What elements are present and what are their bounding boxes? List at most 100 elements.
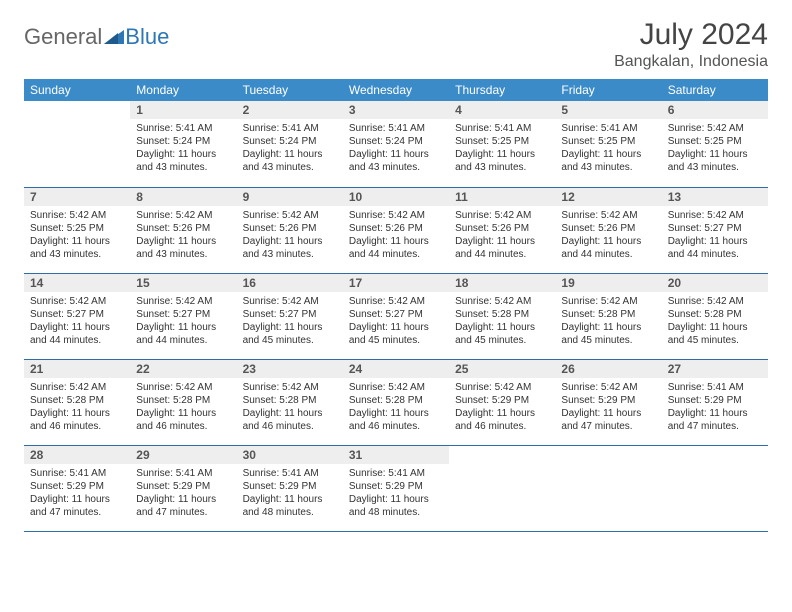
day-body: Sunrise: 5:41 AMSunset: 5:29 PMDaylight:… [237,464,343,523]
day-number: 3 [343,101,449,119]
day-body: Sunrise: 5:41 AMSunset: 5:29 PMDaylight:… [24,464,130,523]
day-body: Sunrise: 5:42 AMSunset: 5:28 PMDaylight:… [343,378,449,437]
day-info-line: Sunrise: 5:41 AM [349,122,443,135]
day-info-line: Sunrise: 5:42 AM [561,381,655,394]
day-info-line: Sunset: 5:26 PM [349,222,443,235]
calendar-day-cell: 28Sunrise: 5:41 AMSunset: 5:29 PMDayligh… [24,445,130,531]
day-number: 7 [24,188,130,206]
day-number: 6 [662,101,768,119]
day-info-line: Daylight: 11 hours [30,493,124,506]
calendar-week-row: 14Sunrise: 5:42 AMSunset: 5:27 PMDayligh… [24,273,768,359]
day-number: 16 [237,274,343,292]
calendar-week-row: 28Sunrise: 5:41 AMSunset: 5:29 PMDayligh… [24,445,768,531]
day-number: 9 [237,188,343,206]
day-info-line: Daylight: 11 hours [561,407,655,420]
calendar-day-cell: 29Sunrise: 5:41 AMSunset: 5:29 PMDayligh… [130,445,236,531]
day-info-line: Sunrise: 5:42 AM [136,381,230,394]
day-number: 26 [555,360,661,378]
day-info-line: Daylight: 11 hours [136,321,230,334]
calendar-day-cell: 18Sunrise: 5:42 AMSunset: 5:28 PMDayligh… [449,273,555,359]
day-info-line: Sunrise: 5:42 AM [668,209,762,222]
calendar-day-cell [662,445,768,531]
day-info-line: and 44 minutes. [30,334,124,347]
day-info-line: Sunset: 5:25 PM [668,135,762,148]
day-body: Sunrise: 5:42 AMSunset: 5:27 PMDaylight:… [24,292,130,351]
calendar-week-row: 1Sunrise: 5:41 AMSunset: 5:24 PMDaylight… [24,101,768,187]
day-body: Sunrise: 5:42 AMSunset: 5:29 PMDaylight:… [449,378,555,437]
day-info-line: Sunset: 5:29 PM [136,480,230,493]
day-info-line: Sunrise: 5:41 AM [561,122,655,135]
day-info-line: Sunrise: 5:42 AM [455,295,549,308]
day-header: Saturday [662,79,768,101]
day-info-line: Sunrise: 5:42 AM [668,295,762,308]
day-body: Sunrise: 5:42 AMSunset: 5:25 PMDaylight:… [662,119,768,178]
day-info-line: and 43 minutes. [243,161,337,174]
day-info-line: Sunrise: 5:42 AM [668,122,762,135]
day-number: 31 [343,446,449,464]
calendar-day-cell: 23Sunrise: 5:42 AMSunset: 5:28 PMDayligh… [237,359,343,445]
day-info-line: and 43 minutes. [668,161,762,174]
day-info-line: Sunset: 5:24 PM [349,135,443,148]
day-body: Sunrise: 5:41 AMSunset: 5:24 PMDaylight:… [130,119,236,178]
day-number: 22 [130,360,236,378]
day-body: Sunrise: 5:42 AMSunset: 5:28 PMDaylight:… [130,378,236,437]
day-info-line: Sunrise: 5:42 AM [561,295,655,308]
day-info-line: and 45 minutes. [668,334,762,347]
day-info-line: Daylight: 11 hours [30,321,124,334]
day-info-line: Sunrise: 5:42 AM [243,295,337,308]
calendar-day-cell: 22Sunrise: 5:42 AMSunset: 5:28 PMDayligh… [130,359,236,445]
day-info-line: and 47 minutes. [561,420,655,433]
day-info-line: Sunrise: 5:42 AM [561,209,655,222]
day-info-line: Sunset: 5:25 PM [30,222,124,235]
day-info-line: Sunset: 5:27 PM [349,308,443,321]
day-info-line: Sunset: 5:29 PM [243,480,337,493]
day-header: Tuesday [237,79,343,101]
day-info-line: Sunrise: 5:42 AM [349,381,443,394]
day-info-line: and 43 minutes. [349,161,443,174]
calendar-week-row: 7Sunrise: 5:42 AMSunset: 5:25 PMDaylight… [24,187,768,273]
day-number: 12 [555,188,661,206]
day-info-line: Sunset: 5:27 PM [243,308,337,321]
day-number: 17 [343,274,449,292]
day-info-line: Daylight: 11 hours [243,321,337,334]
calendar-day-cell: 25Sunrise: 5:42 AMSunset: 5:29 PMDayligh… [449,359,555,445]
day-info-line: Sunset: 5:28 PM [349,394,443,407]
day-header: Thursday [449,79,555,101]
calendar-day-cell [555,445,661,531]
calendar-page: General Blue July 2024 Bangkalan, Indone… [0,0,792,544]
day-info-line: Sunset: 5:28 PM [561,308,655,321]
day-info-line: Daylight: 11 hours [349,493,443,506]
day-number: 21 [24,360,130,378]
day-info-line: Sunrise: 5:42 AM [349,295,443,308]
day-info-line: Sunset: 5:25 PM [455,135,549,148]
calendar-body: 1Sunrise: 5:41 AMSunset: 5:24 PMDaylight… [24,101,768,531]
day-info-line: Daylight: 11 hours [136,235,230,248]
day-number: 14 [24,274,130,292]
day-number: 28 [24,446,130,464]
day-info-line: and 43 minutes. [136,248,230,261]
calendar-day-cell: 12Sunrise: 5:42 AMSunset: 5:26 PMDayligh… [555,187,661,273]
day-info-line: Sunset: 5:29 PM [455,394,549,407]
day-info-line: Sunset: 5:25 PM [561,135,655,148]
day-info-line: Sunset: 5:28 PM [668,308,762,321]
day-info-line: and 44 minutes. [561,248,655,261]
day-body: Sunrise: 5:41 AMSunset: 5:25 PMDaylight:… [449,119,555,178]
day-info-line: Sunset: 5:28 PM [243,394,337,407]
logo-text-blue: Blue [125,24,169,50]
calendar-day-cell: 1Sunrise: 5:41 AMSunset: 5:24 PMDaylight… [130,101,236,187]
day-body: Sunrise: 5:42 AMSunset: 5:26 PMDaylight:… [130,206,236,265]
day-info-line: Sunrise: 5:41 AM [455,122,549,135]
day-info-line: Daylight: 11 hours [668,321,762,334]
day-body: Sunrise: 5:42 AMSunset: 5:28 PMDaylight:… [662,292,768,351]
day-info-line: Sunset: 5:29 PM [30,480,124,493]
day-info-line: Daylight: 11 hours [30,235,124,248]
calendar-day-cell: 16Sunrise: 5:42 AMSunset: 5:27 PMDayligh… [237,273,343,359]
day-info-line: Sunset: 5:26 PM [243,222,337,235]
day-body: Sunrise: 5:41 AMSunset: 5:24 PMDaylight:… [237,119,343,178]
day-info-line: Daylight: 11 hours [243,407,337,420]
day-body: Sunrise: 5:42 AMSunset: 5:27 PMDaylight:… [237,292,343,351]
day-info-line: and 45 minutes. [243,334,337,347]
day-info-line: and 46 minutes. [349,420,443,433]
day-info-line: Daylight: 11 hours [668,148,762,161]
day-body: Sunrise: 5:42 AMSunset: 5:26 PMDaylight:… [555,206,661,265]
